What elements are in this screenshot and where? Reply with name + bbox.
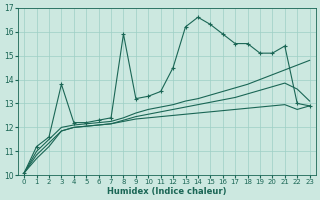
X-axis label: Humidex (Indice chaleur): Humidex (Indice chaleur) bbox=[107, 187, 227, 196]
